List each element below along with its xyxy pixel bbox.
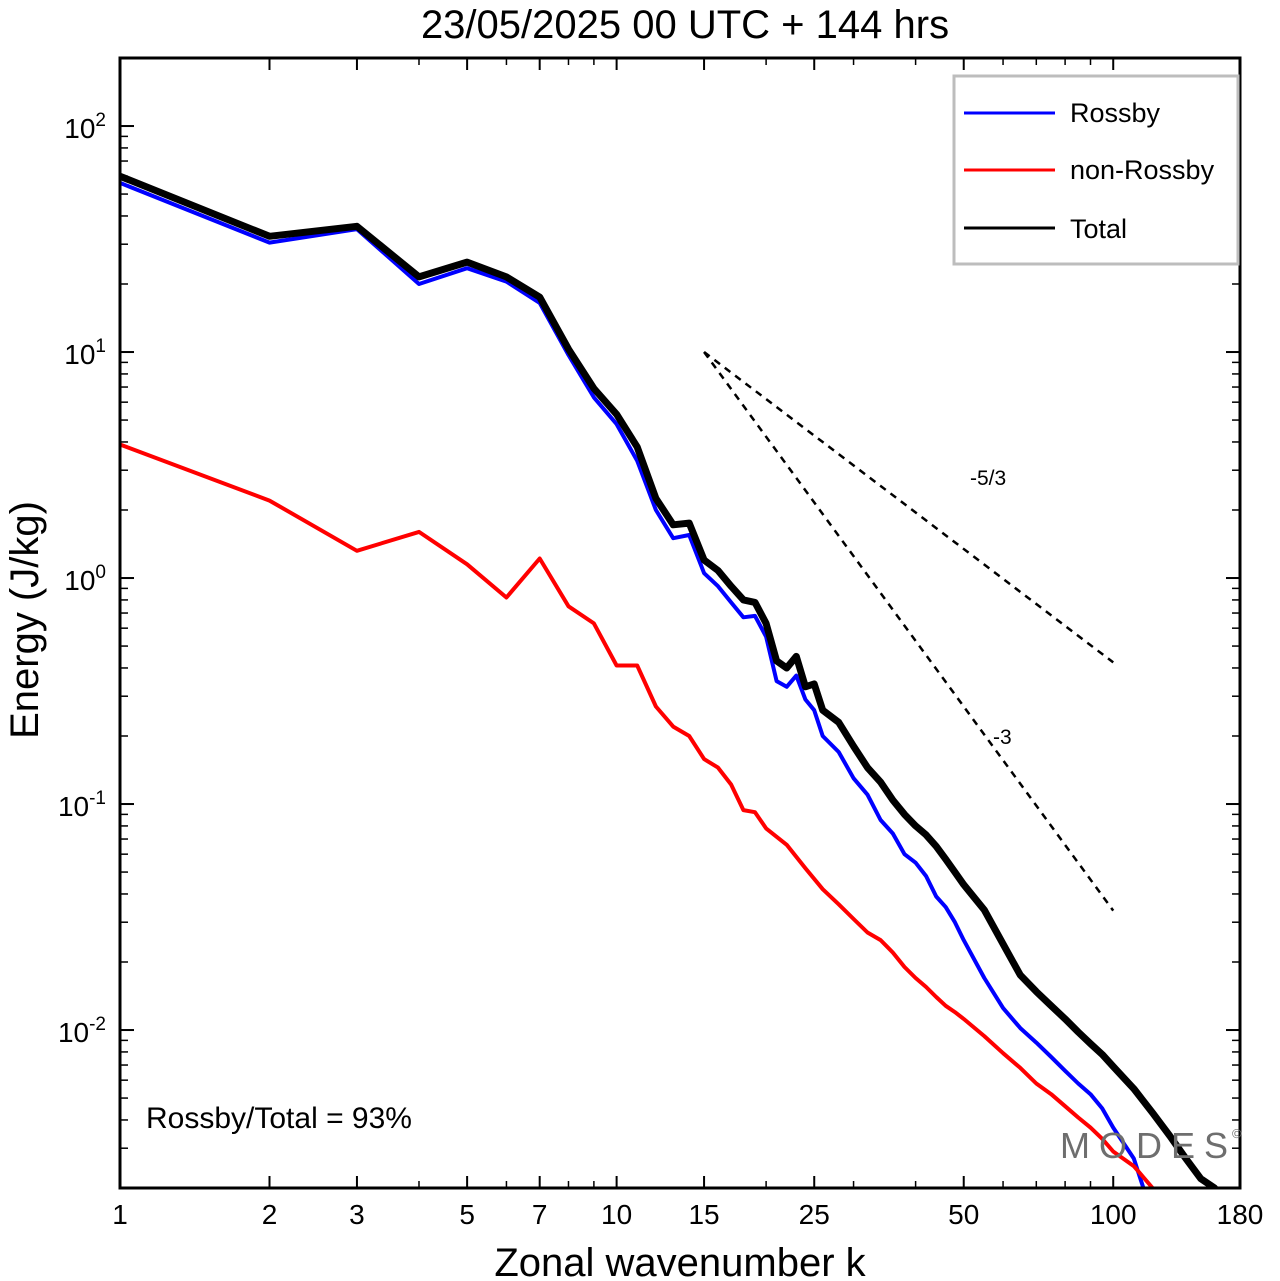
x-tick-label: 50 bbox=[948, 1199, 979, 1230]
copyright-icon: © bbox=[1232, 1126, 1242, 1141]
y-tick-label: 10-2 bbox=[58, 1014, 106, 1048]
watermark-text: MODES bbox=[1060, 1125, 1237, 1166]
rossby-ratio-text: Rossby/Total = 93% bbox=[146, 1102, 412, 1135]
modes-watermark: MODES © bbox=[1060, 1125, 1242, 1166]
slope-label-minus-5-3: -5/3 bbox=[970, 467, 1006, 490]
y-axis-label: Energy (J/kg) bbox=[3, 501, 47, 739]
series-line-total bbox=[120, 172, 1219, 1188]
series-line-rossby bbox=[120, 180, 1146, 1188]
y-axis-ticks: 102 101 100 10-1 10-2 bbox=[58, 57, 1240, 1189]
y-tick-label: 102 bbox=[64, 110, 106, 144]
legend-label-non-rossby: non-Rossby bbox=[1070, 155, 1215, 185]
x-tick-label: 5 bbox=[459, 1199, 475, 1230]
plot-frame bbox=[118, 56, 1242, 1190]
x-tick-label: 7 bbox=[532, 1199, 548, 1230]
reference-slopes bbox=[703, 351, 1115, 912]
x-tick-label: 180 bbox=[1217, 1199, 1264, 1230]
legend-label-total: Total bbox=[1070, 214, 1127, 244]
x-axis-ticks: 1 2 3 5 7 10 15 25 50 100 180 bbox=[112, 58, 1263, 1230]
series-layer bbox=[120, 172, 1219, 1188]
legend-label-rossby: Rossby bbox=[1070, 98, 1161, 128]
x-tick-label: 15 bbox=[688, 1199, 719, 1230]
x-axis-label: Zonal wavenumber k bbox=[494, 1241, 866, 1281]
y-tick-label: 101 bbox=[64, 336, 106, 370]
legend: Rossby non-Rossby Total bbox=[952, 74, 1240, 266]
y-tick-label: 100 bbox=[64, 562, 106, 596]
series-line-non-rossby bbox=[120, 442, 1155, 1188]
x-tick-label: 3 bbox=[349, 1199, 365, 1230]
slope-line-minus-3 bbox=[703, 351, 1115, 912]
x-tick-label: 2 bbox=[262, 1199, 278, 1230]
x-tick-label: 10 bbox=[601, 1199, 632, 1230]
x-tick-label: 25 bbox=[799, 1199, 830, 1230]
x-tick-label: 100 bbox=[1090, 1199, 1137, 1230]
y-tick-label: 10-1 bbox=[58, 788, 106, 822]
chart-title: 23/05/2025 00 UTC + 144 hrs bbox=[421, 3, 949, 47]
x-tick-label: 1 bbox=[112, 1199, 128, 1230]
slope-label-minus-3: -3 bbox=[993, 726, 1012, 749]
